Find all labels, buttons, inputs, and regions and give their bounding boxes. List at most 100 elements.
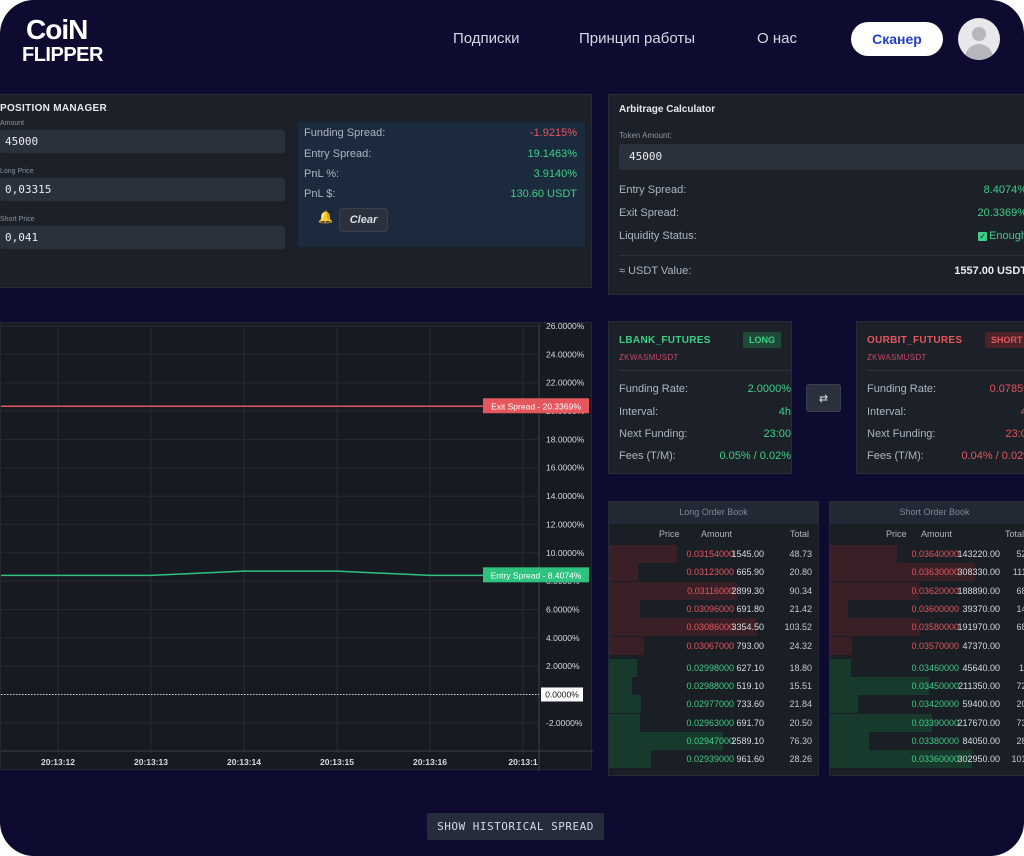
logo-line-1: CoiN — [26, 14, 88, 45]
long-price-input[interactable]: 0,03315 — [0, 178, 285, 201]
depth-bar — [830, 732, 870, 750]
swap-button[interactable]: ⇄ — [806, 384, 841, 412]
bid-row[interactable]: 0.02947000 2589.10 76.30 — [609, 732, 818, 750]
order-total: 18.80 — [789, 662, 812, 673]
token-amount-input[interactable]: 45000 — [619, 144, 1024, 170]
bell-icon[interactable]: 🔔 — [318, 210, 333, 224]
depth-bar — [609, 750, 652, 769]
short-exchange-name[interactable]: OURBIT_FUTURES — [867, 335, 963, 346]
bid-row[interactable]: 0.02963000 691.70 20.50 — [609, 713, 818, 732]
scanner-button[interactable]: Сканер — [851, 22, 943, 56]
exit-spread-tag — [483, 398, 589, 414]
order-price: 0.03460000 — [911, 662, 959, 673]
order-amount: 733.60 — [736, 699, 764, 710]
long-fees-label: Fees (T/M): — [619, 450, 676, 462]
swap-icon: ⇄ — [818, 392, 829, 405]
order-price: 0.03096000 — [686, 603, 734, 614]
depth-bar — [830, 563, 975, 582]
clear-button[interactable]: Clear — [339, 208, 388, 232]
order-price: 0.03570000 — [911, 640, 959, 651]
bid-row[interactable]: 0.02998000 627.10 18.80 — [609, 658, 818, 677]
ask-row[interactable]: 0.03123000 665.90 20.80 — [609, 563, 818, 582]
pnl-usd-value: 130.60 USDT — [510, 188, 577, 200]
order-amount: 45640.00 — [962, 662, 1000, 673]
short-next-funding-label: Next Funding: — [867, 428, 936, 440]
short-fees-row: Fees (T/M): 0.04% / 0.02% — [867, 450, 1024, 462]
avatar[interactable] — [958, 18, 1000, 60]
ask-row[interactable]: 0.03086000 3354.50 103.52 — [609, 618, 818, 637]
amount-input[interactable]: 45000 — [0, 130, 285, 153]
usdt-value-label: ≈ USDT Value: — [619, 265, 692, 277]
ask-row[interactable]: 0.03067000 793.00 24.32 — [609, 636, 818, 655]
depth-bar — [830, 636, 853, 655]
short-funding-rate-value: 0.0785% — [989, 383, 1024, 395]
short-price-input[interactable]: 0,041 — [0, 226, 285, 249]
show-historical-spread-button[interactable]: SHOW HISTORICAL SPREAD — [427, 813, 604, 840]
nav-about[interactable]: О нас — [757, 30, 797, 47]
spread-chart[interactable]: 26.0000%24.0000%22.0000%20.0000%18.0000%… — [0, 322, 593, 771]
long-funding-rate-value: 2.0000% — [747, 383, 791, 395]
order-price: 0.03380000 — [911, 736, 959, 746]
order-price: 0.03067000 — [686, 640, 734, 651]
order-price: 0.03580000 — [911, 622, 959, 633]
short-fees-label: Fees (T/M): — [867, 450, 924, 462]
funding-spread-value: -1.9215% — [529, 127, 577, 139]
short-funding-rate-row: Funding Rate: 0.0785% — [867, 383, 1024, 395]
ask-row[interactable]: 0.03116000 2899.30 90.34 — [609, 581, 818, 600]
order-total: 1417. — [1016, 603, 1024, 614]
depth-bar — [609, 658, 637, 677]
y-tick-label: 14.0000% — [546, 491, 585, 501]
bid-row[interactable]: 0.02939000 961.60 28.26 — [609, 750, 818, 769]
y-tick-label: 2.0000% — [546, 661, 580, 671]
depth-bar — [609, 713, 640, 732]
y-tick-label: -2.0000% — [546, 718, 583, 728]
order-amount: 519.10 — [736, 681, 764, 692]
nav-subscriptions[interactable]: Подписки — [453, 30, 520, 47]
order-total: 90.34 — [789, 585, 812, 596]
amount-label: Amount — [0, 120, 25, 127]
y-tick-label: 6.0000% — [546, 604, 580, 614]
depth-bar — [830, 695, 858, 714]
ask-row[interactable]: 0.03154000 1545.00 48.73 — [609, 545, 818, 563]
bid-row[interactable]: 0.02988000 519.10 15.51 — [609, 677, 818, 696]
coinflipper-logo[interactable]: CoiN FLIPPER — [22, 14, 112, 66]
long-funding-rate-label: Funding Rate: — [619, 383, 689, 395]
x-tick-label: 20:13:15 — [320, 757, 354, 767]
order-amount: 188890.00 — [957, 585, 1000, 596]
order-price: 0.03116000 — [687, 585, 734, 596]
exit-spread-label: Exit Spread - 20.3369% — [491, 401, 581, 411]
entry-spread-row: Entry Spread: 19.1463% — [304, 148, 577, 160]
long-pair[interactable]: ZKWASMUSDT — [619, 353, 679, 362]
short-pair[interactable]: ZKWASMUSDT — [867, 353, 927, 362]
long-badge: LONG — [743, 332, 781, 348]
nav-how-it-works[interactable]: Принцип работы — [579, 30, 695, 47]
depth-bar — [830, 599, 849, 618]
order-amount: 211350.00 — [958, 681, 1000, 692]
check-icon: ✓ — [978, 232, 988, 241]
order-amount: 39370.00 — [962, 603, 1000, 614]
pnl-percent-label: PnL %: — [304, 168, 340, 180]
entry-spread-tag — [483, 567, 589, 583]
long-book-price-header: Price — [659, 529, 680, 539]
long-price-label: Long Price — [0, 168, 34, 175]
bid-row[interactable]: 0.02977000 733.60 21.84 — [609, 695, 818, 714]
usdt-value-row: ≈ USDT Value: 1557.00 USDT — [619, 265, 1024, 277]
order-amount: 308330.00 — [957, 567, 1000, 578]
usdt-value: 1557.00 USDT — [954, 265, 1024, 277]
long-exchange-name[interactable]: LBANK_FUTURES — [619, 335, 711, 346]
avatar-head-icon — [972, 27, 986, 41]
long-fees-value: 0.05% / 0.02% — [719, 450, 791, 462]
ask-row[interactable]: 0.03096000 691.80 21.42 — [609, 599, 818, 618]
